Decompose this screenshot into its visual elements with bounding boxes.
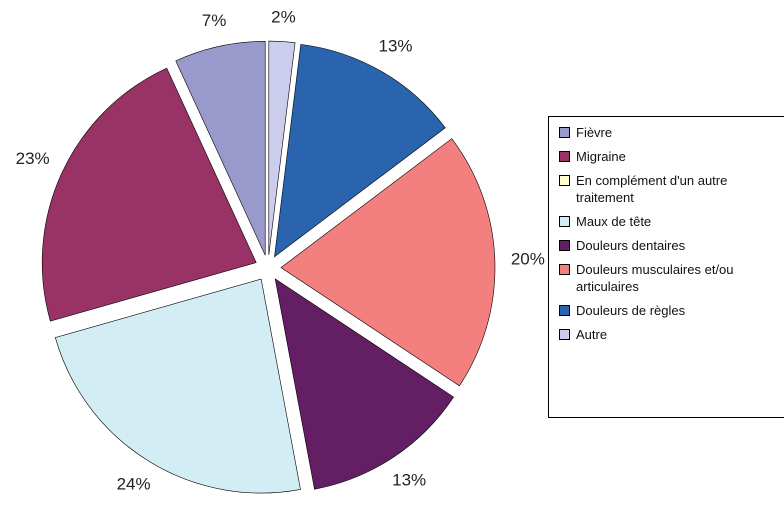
- legend-label: Douleurs dentaires: [576, 238, 686, 253]
- legend-label: Autre: [576, 327, 608, 342]
- legend-item: Fièvre: [559, 124, 784, 141]
- pie-slice: [274, 44, 446, 258]
- slice-label: 23%: [16, 149, 50, 168]
- legend-label: Fièvre: [576, 125, 613, 140]
- legend-label: Maux de tête: [576, 214, 652, 229]
- legend-label: Douleurs musculaires et/ou articulaires: [576, 262, 734, 294]
- legend-swatch: [559, 127, 570, 138]
- legend-swatch: [559, 264, 570, 275]
- legend: Fièvre Migraine En complément d'un autre t…: [548, 116, 784, 418]
- legend-item: Douleurs dentaires: [559, 237, 784, 254]
- legend-label: Douleurs de règles: [576, 303, 686, 318]
- legend-swatch: [559, 305, 570, 316]
- slice-label: 24%: [117, 475, 151, 494]
- pie-slice: [41, 67, 257, 322]
- legend-item: Maux de tête: [559, 213, 784, 230]
- legend-swatch: [559, 240, 570, 251]
- slice-label: 13%: [392, 470, 426, 489]
- pie-slice: [280, 138, 496, 387]
- legend-swatch: [559, 216, 570, 227]
- legend-swatch: [559, 329, 570, 340]
- legend-item: Douleurs musculaires et/ou articulaires: [559, 261, 784, 295]
- slice-label: 13%: [378, 37, 412, 56]
- legend-swatch: [559, 175, 570, 186]
- pie-slice: [54, 278, 301, 494]
- pie-slice: [175, 41, 266, 256]
- legend-item: Autre: [559, 326, 784, 343]
- slice-label: 7%: [202, 11, 227, 30]
- legend-label: En complément d'un autre traitement: [576, 173, 728, 205]
- legend-item: Migraine: [559, 148, 784, 165]
- pie-slice: [274, 278, 454, 490]
- legend-item: En complément d'un autre traitement: [559, 172, 784, 206]
- legend-item: Douleurs de règles: [559, 302, 784, 319]
- legend-swatch: [559, 151, 570, 162]
- legend-label: Migraine: [576, 149, 626, 164]
- slice-label: 20%: [511, 249, 545, 268]
- pie-slice: [268, 40, 296, 256]
- slice-label: 2%: [271, 7, 296, 26]
